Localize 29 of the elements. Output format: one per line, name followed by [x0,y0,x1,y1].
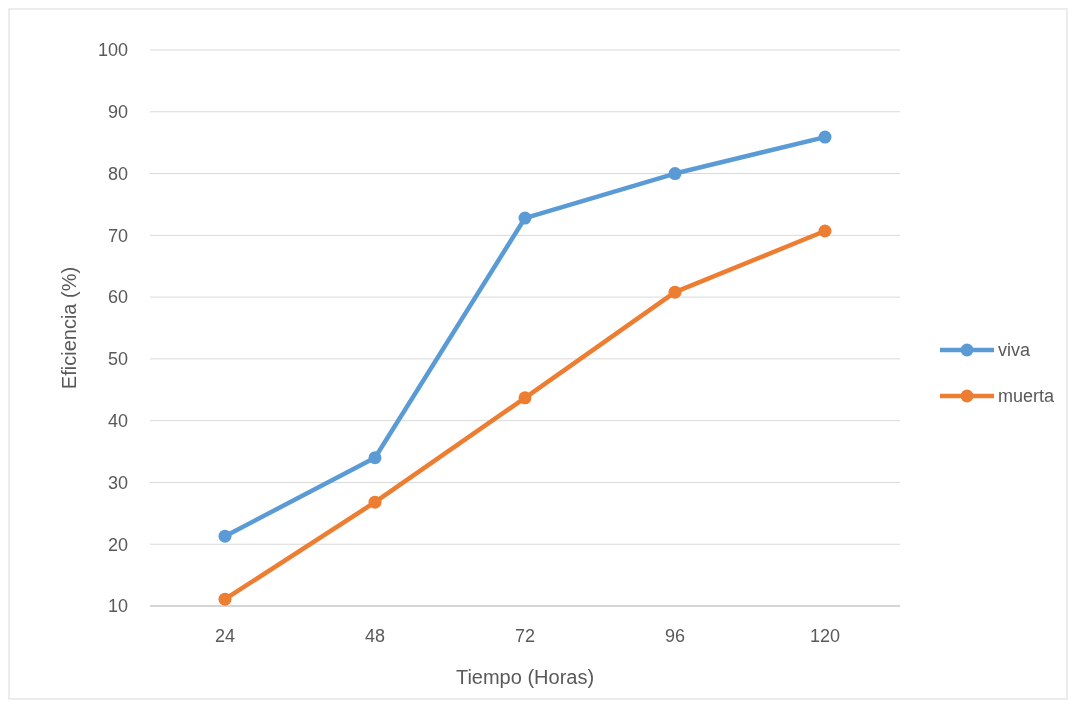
point [518,211,532,225]
x-tick-label: 96 [664,626,686,646]
point [668,285,682,299]
y-tick-label: 20 [107,534,128,555]
y-tick-label: 100 [97,40,128,61]
legend-label: muerta [998,386,1056,407]
y-tick-label: 80 [107,163,128,184]
x-axis-title: Tiempo (Horas) [455,666,595,688]
point [368,495,382,509]
y-tick-label: 10 [107,596,128,617]
point [368,451,382,465]
y-tick-label: 30 [107,472,128,493]
x-tick-label: 72 [514,626,536,646]
legend-label: viva [998,340,1031,361]
point [218,592,232,606]
y-tick-label: 50 [107,349,128,370]
y-tick-label: 40 [107,410,128,431]
point [818,130,832,144]
point [818,224,832,238]
x-tick-label: 120 [809,626,841,646]
point [668,167,682,181]
y-tick-label: 70 [107,225,128,246]
y-axis-title: Eficiencia (%) [58,266,80,390]
y-tick-label: 90 [107,102,128,123]
point [218,529,232,543]
point [518,391,532,405]
x-tick-label: 24 [214,626,236,646]
x-tick-label: 48 [364,626,386,646]
y-tick-label: 60 [107,287,128,308]
